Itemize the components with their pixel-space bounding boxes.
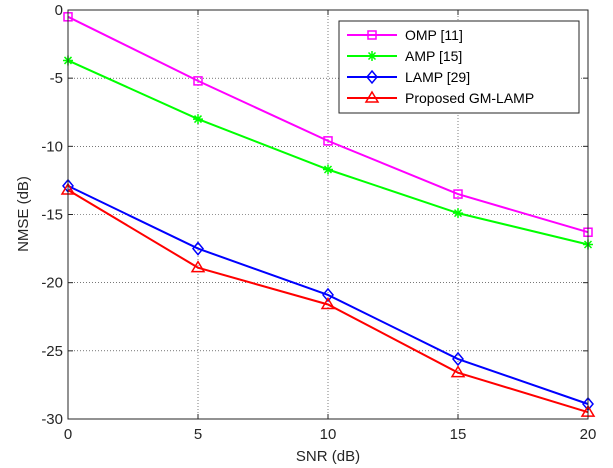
y-tick-label: -25 xyxy=(41,343,63,360)
x-tick-label: 5 xyxy=(194,426,202,443)
square-marker xyxy=(453,189,463,199)
series-line xyxy=(67,184,589,405)
y-tick-label: -15 xyxy=(41,207,63,224)
legend-entry: Proposed GM-LAMP xyxy=(347,90,534,106)
legend-label: LAMP [29] xyxy=(405,69,470,85)
asterisk-marker xyxy=(323,164,333,175)
series-lines xyxy=(60,12,596,417)
triangle-marker xyxy=(450,365,466,378)
y-tick-label: -10 xyxy=(41,138,63,155)
y-axis-label: NMSE (dB) xyxy=(15,176,32,252)
diamond-marker xyxy=(366,69,378,85)
x-tick-label: 20 xyxy=(580,426,597,443)
square-marker xyxy=(323,136,333,146)
asterisk-marker xyxy=(367,51,377,61)
triangle-marker xyxy=(364,90,380,103)
asterisk-marker xyxy=(193,114,203,125)
square-marker xyxy=(367,30,377,40)
y-tick-label: -30 xyxy=(41,411,63,428)
diamond-marker xyxy=(452,351,464,367)
x-tick-label: 15 xyxy=(450,426,467,443)
y-tick-label: -5 xyxy=(50,70,63,87)
x-axis-label: SNR (dB) xyxy=(296,448,360,465)
y-tick-label: -20 xyxy=(41,275,63,292)
y-tick-label: 0 xyxy=(55,2,63,19)
legend-entry: AMP [15] xyxy=(347,48,462,64)
legend-label: Proposed GM-LAMP xyxy=(405,90,534,106)
square-marker xyxy=(193,76,203,86)
legend-label: AMP [15] xyxy=(405,48,462,64)
axis-ticks: 0 5 10 15 20 0 -5 -10 -15 -20 -25 -30 xyxy=(41,2,596,443)
x-tick-label: 10 xyxy=(320,426,337,443)
x-tick-label: 0 xyxy=(64,426,72,443)
legend-label: OMP [11] xyxy=(405,27,463,43)
triangle-marker xyxy=(320,297,336,310)
triangle-marker xyxy=(190,260,206,273)
legend-entry: LAMP [29] xyxy=(347,69,470,85)
asterisk-marker xyxy=(453,208,463,219)
legend-entry: OMP [11] xyxy=(347,27,463,43)
diamond-marker xyxy=(322,287,334,303)
diamond-marker xyxy=(192,241,204,256)
series-line xyxy=(67,189,589,414)
legend: OMP [11] AMP [15] LAMP [29] Proposed GM-LAM… xyxy=(338,20,580,114)
series-line xyxy=(67,15,589,234)
